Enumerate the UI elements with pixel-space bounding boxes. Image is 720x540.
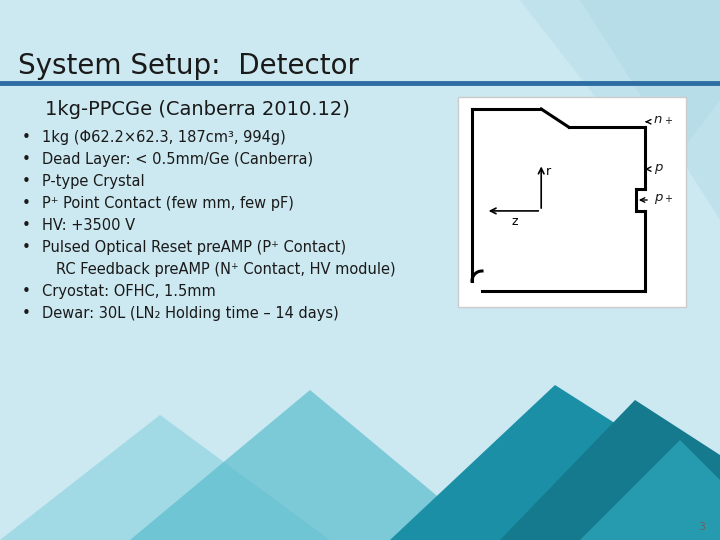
Text: 1kg-PPCGe (Canberra 2010.12): 1kg-PPCGe (Canberra 2010.12): [45, 100, 350, 119]
Text: Cryostat: OFHC, 1.5mm: Cryostat: OFHC, 1.5mm: [42, 284, 216, 299]
Text: •: •: [22, 306, 31, 321]
Text: •: •: [22, 130, 31, 145]
Text: HV: +3500 V: HV: +3500 V: [42, 218, 135, 233]
Text: •: •: [22, 174, 31, 189]
Text: Dead Layer: < 0.5mm/Ge (Canberra): Dead Layer: < 0.5mm/Ge (Canberra): [42, 152, 313, 167]
Text: p: p: [654, 192, 662, 205]
Text: •: •: [22, 196, 31, 211]
Text: P⁺ Point Contact (few mm, few pF): P⁺ Point Contact (few mm, few pF): [42, 196, 294, 211]
Text: •: •: [22, 240, 31, 255]
Text: •: •: [22, 152, 31, 167]
Text: Dewar: 30L (LN₂ Holding time – 14 days): Dewar: 30L (LN₂ Holding time – 14 days): [42, 306, 338, 321]
Polygon shape: [520, 0, 720, 180]
Text: +: +: [664, 116, 672, 126]
Text: 3: 3: [698, 522, 705, 532]
Text: RC Feedback preAMP (N⁺ Contact, HV module): RC Feedback preAMP (N⁺ Contact, HV modul…: [56, 262, 395, 277]
Polygon shape: [130, 390, 490, 540]
Polygon shape: [500, 400, 720, 540]
Text: •: •: [22, 284, 31, 299]
Text: z: z: [511, 215, 518, 228]
Text: n: n: [654, 113, 662, 126]
Text: r: r: [546, 165, 552, 178]
Bar: [458, 97, 686, 307]
Text: +: +: [664, 194, 672, 204]
Polygon shape: [390, 385, 720, 540]
Text: 1kg (Φ62.2×62.3, 187cm³, 994g): 1kg (Φ62.2×62.3, 187cm³, 994g): [42, 130, 286, 145]
Polygon shape: [580, 0, 720, 220]
Text: •: •: [22, 218, 31, 233]
Text: Pulsed Optical Reset preAMP (P⁺ Contact): Pulsed Optical Reset preAMP (P⁺ Contact): [42, 240, 346, 255]
Polygon shape: [580, 440, 720, 540]
Text: System Setup:  Detector: System Setup: Detector: [18, 52, 359, 80]
Text: p: p: [654, 160, 662, 173]
Text: P-type Crystal: P-type Crystal: [42, 174, 145, 189]
Polygon shape: [0, 415, 330, 540]
